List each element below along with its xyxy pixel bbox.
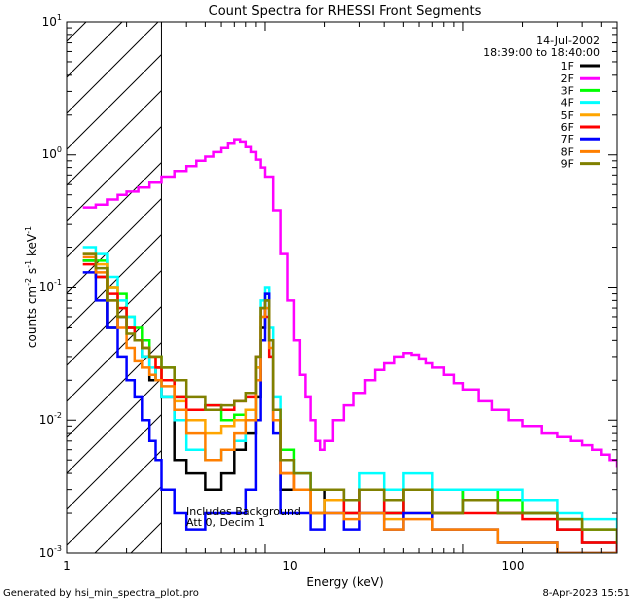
series-7f [82,271,617,553]
time-range-label: 18:39:00 to 18:40:00 [483,46,600,59]
legend-label: 5F [561,109,574,122]
y-tick-label: 10-1 [39,278,62,294]
footer-generator: Generated by hsi_min_spectra_plot.pro [3,588,199,599]
legend-label: 2F [561,72,574,85]
plot-area [67,22,617,553]
series-2f [82,138,617,468]
x-tick-label: 10 [282,559,297,573]
series-9f [82,252,617,544]
axis-ticks [66,21,618,554]
series-5f [82,252,617,553]
y-tick-label: 101 [42,13,62,29]
legend-label: 3F [561,84,574,97]
legend-label: 7F [561,133,574,146]
x-tick-label: 1 [63,559,71,573]
legend-label: 6F [561,121,574,134]
note-background: Includes Background [186,505,301,518]
legend-label: 9F [561,158,574,171]
series-6f [82,262,617,553]
legend-label: 8F [561,145,574,158]
y-axis-label: counts cm-2 s-1 keV-1 [24,226,39,348]
series-4f [82,246,617,531]
legend-label: 4F [561,97,574,110]
legend-label: 1F [561,60,574,73]
x-axis-label: Energy (keV) [306,575,383,589]
footer-timestamp: 8-Apr-2023 15:51 [543,588,630,599]
date-label: 14-Jul-2002 [536,34,600,47]
y-tick-label: 10-2 [39,411,62,427]
x-tick-label: 100 [502,559,525,573]
y-tick-label: 100 [42,145,62,161]
series-8f [82,255,617,553]
note-attenuator: Att 0, Decim 1 [186,516,265,529]
series-1f [82,259,617,553]
y-tick-label: 10-3 [39,544,62,560]
series-group [82,138,617,553]
chart-title: Count Spectra for RHESSI Front Segments [209,4,482,19]
